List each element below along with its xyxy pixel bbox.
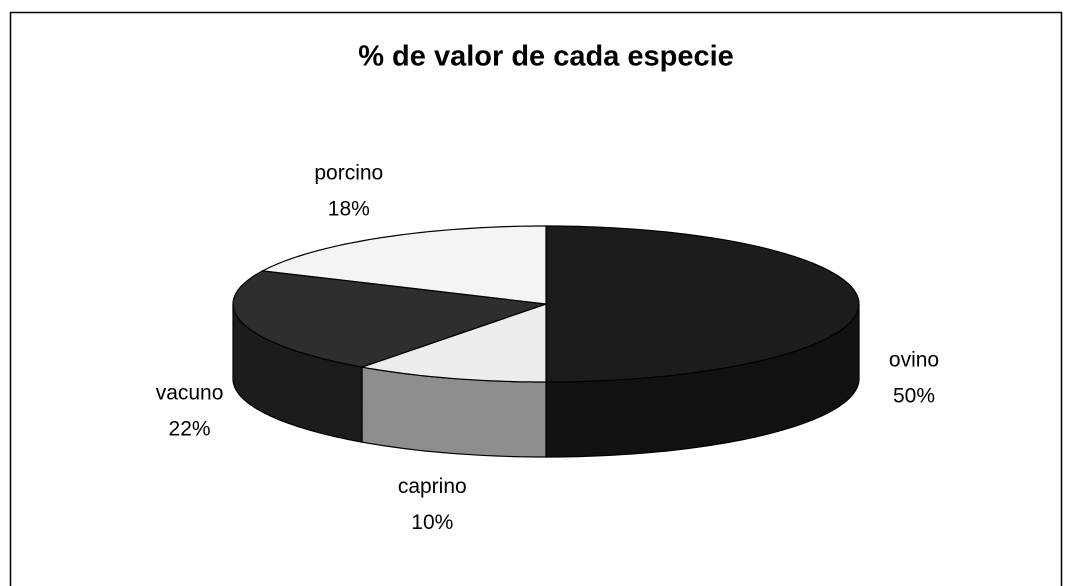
data-label-value: 10% [411,511,453,534]
data-label-name: caprino [398,475,467,498]
data-label-value: 22% [169,418,211,441]
chart-title: % de valor de cada especie [358,41,734,73]
pie-slice [545,225,860,383]
pie-slice [260,225,547,305]
data-label-value: 50% [893,385,935,408]
data-label-name: porcino [314,161,383,184]
pie-slice [359,303,547,383]
data-label-value: 18% [328,197,370,220]
data-label-name: ovino [889,349,939,372]
data-label-name: vacuno [156,382,224,405]
